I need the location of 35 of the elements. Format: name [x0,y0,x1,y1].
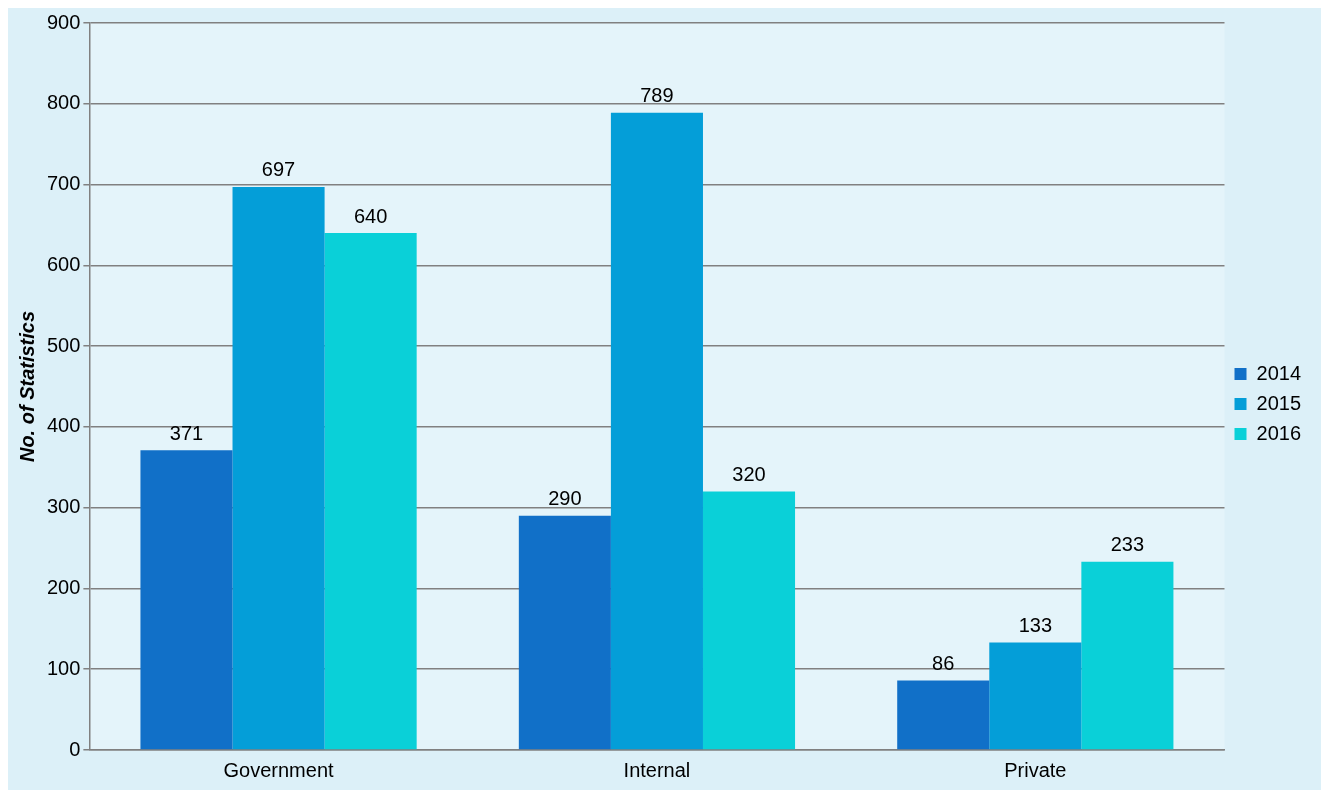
bar [140,450,233,750]
legend-label: 2016 [1256,421,1302,444]
bar [324,233,417,750]
bar [702,491,796,750]
data-label: 640 [353,204,388,227]
data-label: 290 [548,487,582,510]
data-label: 789 [640,84,674,107]
x-tick-label: Government [223,758,335,781]
data-label: 371 [169,421,204,444]
y-tick-label: 500 [46,333,81,356]
y-tick-label: 300 [46,495,81,518]
y-tick-label: 800 [46,91,81,114]
data-label: 86 [932,652,955,675]
y-tick-label: 700 [46,172,81,195]
y-tick-label: 600 [46,252,81,275]
bar [989,642,1082,750]
y-axis-title: No. of Statistics [15,310,38,463]
x-tick-label: Private [1004,758,1067,781]
bar [1081,561,1174,750]
x-tick-label: Internal [623,758,691,781]
y-tick-label: 0 [69,737,81,760]
data-label: 697 [261,158,296,181]
data-label: 320 [732,463,766,486]
y-tick-label: 200 [46,575,81,598]
legend-label: 2014 [1256,361,1302,384]
legend-label: 2015 [1256,391,1302,414]
bar [610,112,703,750]
y-tick-label: 900 [46,10,81,33]
bar [897,680,990,750]
data-label: 233 [1110,533,1145,556]
bar [518,515,611,750]
y-tick-label: 100 [46,656,81,679]
y-tick-label: 400 [46,414,81,437]
bar [232,186,325,750]
data-label: 133 [1018,614,1053,637]
